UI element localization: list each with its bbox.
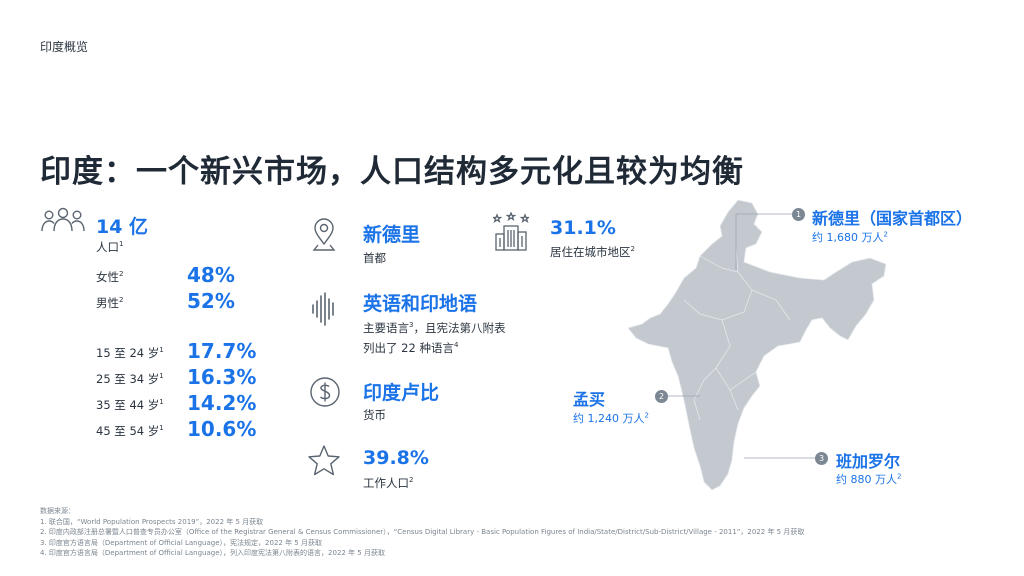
city-marker-bangalore: 3 [815, 452, 828, 465]
age-15-24-value: 17.7% [187, 339, 257, 363]
population-label: 人口1 [96, 240, 124, 254]
sound-wave-icon [311, 292, 337, 326]
city-name-mumbai: 孟买 [573, 390, 606, 409]
language-title: 英语和印地语 [363, 293, 478, 315]
age-25-34-label: 25 至 34 岁1 [96, 372, 164, 386]
source-line: 2. 印度内政部注册总署暨人口普查专员办公室（Office of the Reg… [40, 528, 805, 536]
source-line: 1. 联合国，“World Population Prospects 2019”… [40, 517, 264, 526]
female-label: 女性2 [96, 270, 124, 284]
age-35-44-value: 14.2% [187, 391, 257, 415]
dollar-coin-icon [309, 376, 341, 408]
workforce-value: 39.8% [363, 447, 429, 469]
male-value: 52% [187, 289, 235, 313]
city-pop-mumbai: 约 1,240 万人2 [573, 411, 649, 425]
age-25-34-value: 16.3% [187, 365, 257, 389]
age-45-54-label: 45 至 54 岁1 [96, 424, 164, 438]
city-pop-bangalore: 约 880 万人2 [836, 472, 902, 486]
population-value: 14 亿 [96, 216, 149, 238]
city-buildings-icon [493, 212, 529, 252]
urban-label: 居住在城市地区2 [550, 245, 635, 259]
age-45-54-value: 10.6% [187, 417, 257, 441]
section-label: 印度概览 [40, 40, 89, 54]
city-pop-delhi: 约 1,680 万人2 [812, 230, 888, 244]
capital-sub: 首都 [363, 251, 386, 265]
language-line2: 列出了 22 种语言4 [363, 341, 459, 355]
urban-value: 31.1% [550, 217, 616, 239]
sources-heading: 数据来源： [40, 507, 75, 515]
male-label: 男性2 [96, 296, 124, 310]
page-title: 印度：一个新兴市场，人口结构多元化且较为均衡 [40, 154, 744, 190]
language-line1: 主要语言3，且宪法第八附表 [363, 321, 506, 335]
city-name-bangalore: 班加罗尔 [836, 452, 901, 471]
location-pin-icon [312, 218, 336, 252]
source-line: 4. 印度官方语言局（Department of Official Langua… [40, 549, 385, 557]
city-name-delhi: 新德里（国家首都区） [812, 209, 973, 228]
people-icon [40, 206, 86, 232]
age-15-24-label: 15 至 24 岁1 [96, 346, 164, 360]
workforce-label: 工作人口2 [363, 476, 414, 490]
city-marker-delhi: 1 [792, 208, 805, 221]
currency-sub: 货币 [363, 408, 386, 422]
capital-title: 新德里 [363, 224, 421, 246]
star-icon [306, 443, 342, 479]
age-35-44-label: 35 至 44 岁1 [96, 398, 164, 412]
female-value: 48% [187, 263, 235, 287]
sources-footnote: 数据来源： 1. 联合国，“World Population Prospects… [40, 506, 804, 559]
source-line: 3. 印度官方语言局（Department of Official Langua… [40, 538, 322, 547]
city-marker-mumbai: 2 [655, 390, 668, 403]
currency-title: 印度卢比 [363, 382, 440, 404]
